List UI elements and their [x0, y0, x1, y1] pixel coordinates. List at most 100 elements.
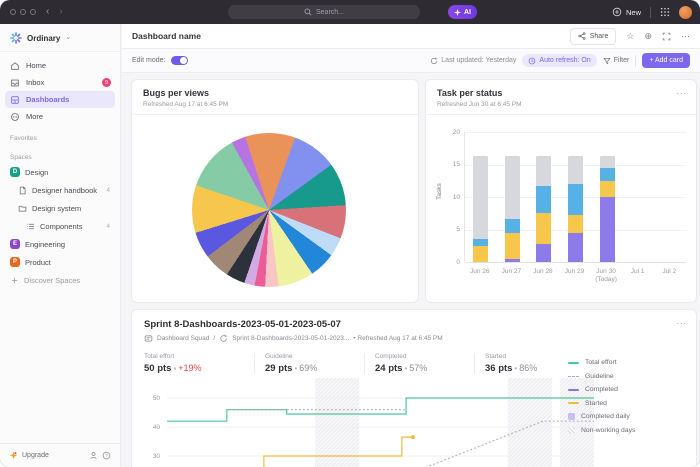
- person-icon[interactable]: [89, 451, 98, 460]
- sidebar-discover-spaces[interactable]: Discover Spaces: [5, 272, 115, 288]
- sidebar-item-more[interactable]: More: [5, 108, 115, 125]
- svg-text:50: 50: [153, 395, 161, 402]
- favorite-star-icon[interactable]: ☆: [626, 30, 635, 41]
- sidebar: Ordinary ⌄ Home Inbox 9 Dashboards More …: [0, 24, 121, 467]
- dashboards-icon: [11, 95, 19, 104]
- help-icon[interactable]: ?: [102, 451, 111, 460]
- sidebar-item-dashboards[interactable]: Dashboards: [5, 91, 115, 108]
- item-count: 4: [106, 222, 110, 230]
- divider: [635, 54, 637, 67]
- card-refreshed: • Refreshed Aug 17 at 6:45 PM: [353, 335, 443, 342]
- chevron-down-icon: ⌄: [65, 34, 72, 41]
- card-menu-icon[interactable]: ...: [676, 316, 687, 326]
- spaces-section-label[interactable]: Spaces: [10, 154, 32, 161]
- breadcrumb-team[interactable]: Dashboard Squad: [157, 335, 210, 342]
- svg-text:?: ?: [105, 453, 108, 458]
- item-count: 4: [106, 186, 110, 194]
- new-button[interactable]: New: [612, 7, 641, 17]
- home-icon: [11, 61, 19, 70]
- svg-text:40: 40: [153, 424, 161, 431]
- workspace-logo-icon: [10, 32, 22, 44]
- forward-icon[interactable]: ›: [59, 6, 63, 17]
- sprint-line-chart[interactable]: 50 40 30: [132, 378, 602, 467]
- sprint-icon: [220, 334, 228, 342]
- squad-icon: [144, 335, 153, 342]
- page-title: Dashboard name: [132, 31, 201, 41]
- folder-icon: [18, 205, 27, 211]
- sprint-stats: Total effort 50 pts • +19% Guideline 29 pt…: [144, 353, 684, 374]
- dashboard-toolbar: Edit mode: Last updated: Yesterday Auto …: [122, 49, 700, 73]
- list-icon: [27, 223, 34, 229]
- filter-icon: [603, 57, 611, 64]
- breadcrumb-sprint[interactable]: Sprint 8-Dashboards-2023-05-01-2023...: [232, 335, 350, 342]
- workspace-name: Ordinary: [27, 33, 61, 43]
- sidebar-list-components[interactable]: Components 4: [5, 218, 115, 234]
- workspace-switcher[interactable]: Ordinary ⌄: [0, 24, 120, 52]
- card-menu-icon[interactable]: ...: [676, 86, 687, 96]
- favorites-section-label[interactable]: Favorites: [10, 135, 37, 142]
- sparkle-icon: [454, 8, 461, 16]
- back-icon[interactable]: ‹: [46, 6, 50, 17]
- card-title: Sprint 8-Dashboards-2023-05-01-2023-05-0…: [144, 319, 341, 330]
- more-circle-icon: [11, 112, 19, 121]
- sidebar-doc-designer-handbook[interactable]: Designer handbook 4: [5, 182, 115, 198]
- window-controls[interactable]: [10, 9, 36, 15]
- filter-button[interactable]: Filter: [603, 57, 629, 65]
- task-bar-chart: Tasks 0 5 10 15 20 Jun 26 Jun 27 Jun 28 Jun 29 Ju…: [436, 129, 686, 294]
- sidebar-item-home[interactable]: Home: [5, 57, 115, 74]
- more-menu-icon[interactable]: ⋯: [681, 30, 690, 41]
- share-icon: [578, 32, 586, 40]
- sidebar-space-product[interactable]: P Product: [5, 254, 115, 270]
- legend-completed: Completed: [568, 383, 686, 397]
- card-refreshed: Refreshed Aug 17 at 6:45 PM: [143, 101, 229, 108]
- refresh-icon: [431, 56, 438, 64]
- space-avatar: E: [10, 239, 20, 249]
- breadcrumb: Dashboard Squad / Sprint 8-Dashboards-20…: [144, 334, 684, 343]
- stat-total-effort: Total effort 50 pts • +19%: [144, 353, 202, 374]
- upgrade-icon: [9, 451, 18, 460]
- user-avatar[interactable]: [679, 5, 692, 19]
- stat-completed: Completed 24 pts • 57%: [364, 353, 474, 374]
- inbox-icon: [11, 79, 19, 86]
- add-card-button[interactable]: + Add card: [642, 53, 690, 68]
- clock-icon: [529, 57, 536, 64]
- plus-icon: [11, 277, 18, 283]
- expand-icon[interactable]: [662, 32, 671, 41]
- apps-grid-icon[interactable]: [660, 7, 670, 17]
- card-task-per-status: Task per status Refreshed Jun 30 at 6:45…: [425, 79, 697, 303]
- main-area: Dashboard name Share ☆ ⊕ ⋯ Edit mode: La…: [122, 24, 700, 467]
- card-title: Bugs per views: [143, 88, 210, 98]
- sidebar-space-engineering[interactable]: E Engineering: [5, 236, 115, 252]
- search-input[interactable]: Search...: [228, 5, 420, 19]
- present-icon[interactable]: ⊕: [644, 30, 652, 41]
- dashboard-content: Bugs per views Refreshed Aug 17 at 6:45 …: [122, 73, 700, 467]
- auto-refresh-toggle[interactable]: Auto refresh: On: [522, 54, 597, 67]
- legend-completed-daily: Completed daily: [568, 410, 686, 424]
- upgrade-button[interactable]: Upgrade: [22, 452, 49, 459]
- svg-text:30: 30: [153, 453, 161, 460]
- legend-non-working-days: Non-working days: [568, 424, 686, 438]
- edit-mode-toggle[interactable]: [171, 56, 189, 65]
- ai-button[interactable]: AI: [448, 5, 477, 19]
- search-placeholder: Search...: [315, 8, 344, 16]
- last-updated[interactable]: Last updated: Yesterday: [430, 56, 516, 65]
- share-button[interactable]: Share: [569, 27, 617, 45]
- sidebar-folder-design-system[interactable]: Design system: [5, 200, 115, 216]
- inbox-badge: 9: [102, 78, 111, 87]
- sidebar-item-inbox[interactable]: Inbox 9: [5, 74, 115, 91]
- legend-guideline: Guideline: [568, 370, 686, 384]
- browser-topbar: ‹ › Search... AI New: [0, 0, 700, 24]
- card-refreshed: Refreshed Jun 30 at 6:45 PM: [437, 101, 522, 108]
- plus-circle-icon: [612, 7, 622, 17]
- sidebar-space-design[interactable]: D Design: [5, 164, 115, 180]
- card-sprint: Sprint 8-Dashboards-2023-05-01-2023-05-0…: [131, 309, 697, 467]
- card-bugs-per-views: Bugs per views Refreshed Aug 17 at 6:45 …: [131, 79, 419, 303]
- edit-mode-label: Edit mode:: [132, 57, 166, 64]
- task-bar-plot[interactable]: [464, 132, 686, 263]
- legend-total-effort: Total effort: [568, 356, 686, 370]
- doc-icon: [19, 186, 26, 194]
- dashboard-header: Dashboard name Share ☆ ⊕ ⋯: [122, 24, 700, 49]
- sidebar-footer: Upgrade ?: [0, 443, 120, 467]
- bugs-pie-chart[interactable]: [192, 133, 346, 287]
